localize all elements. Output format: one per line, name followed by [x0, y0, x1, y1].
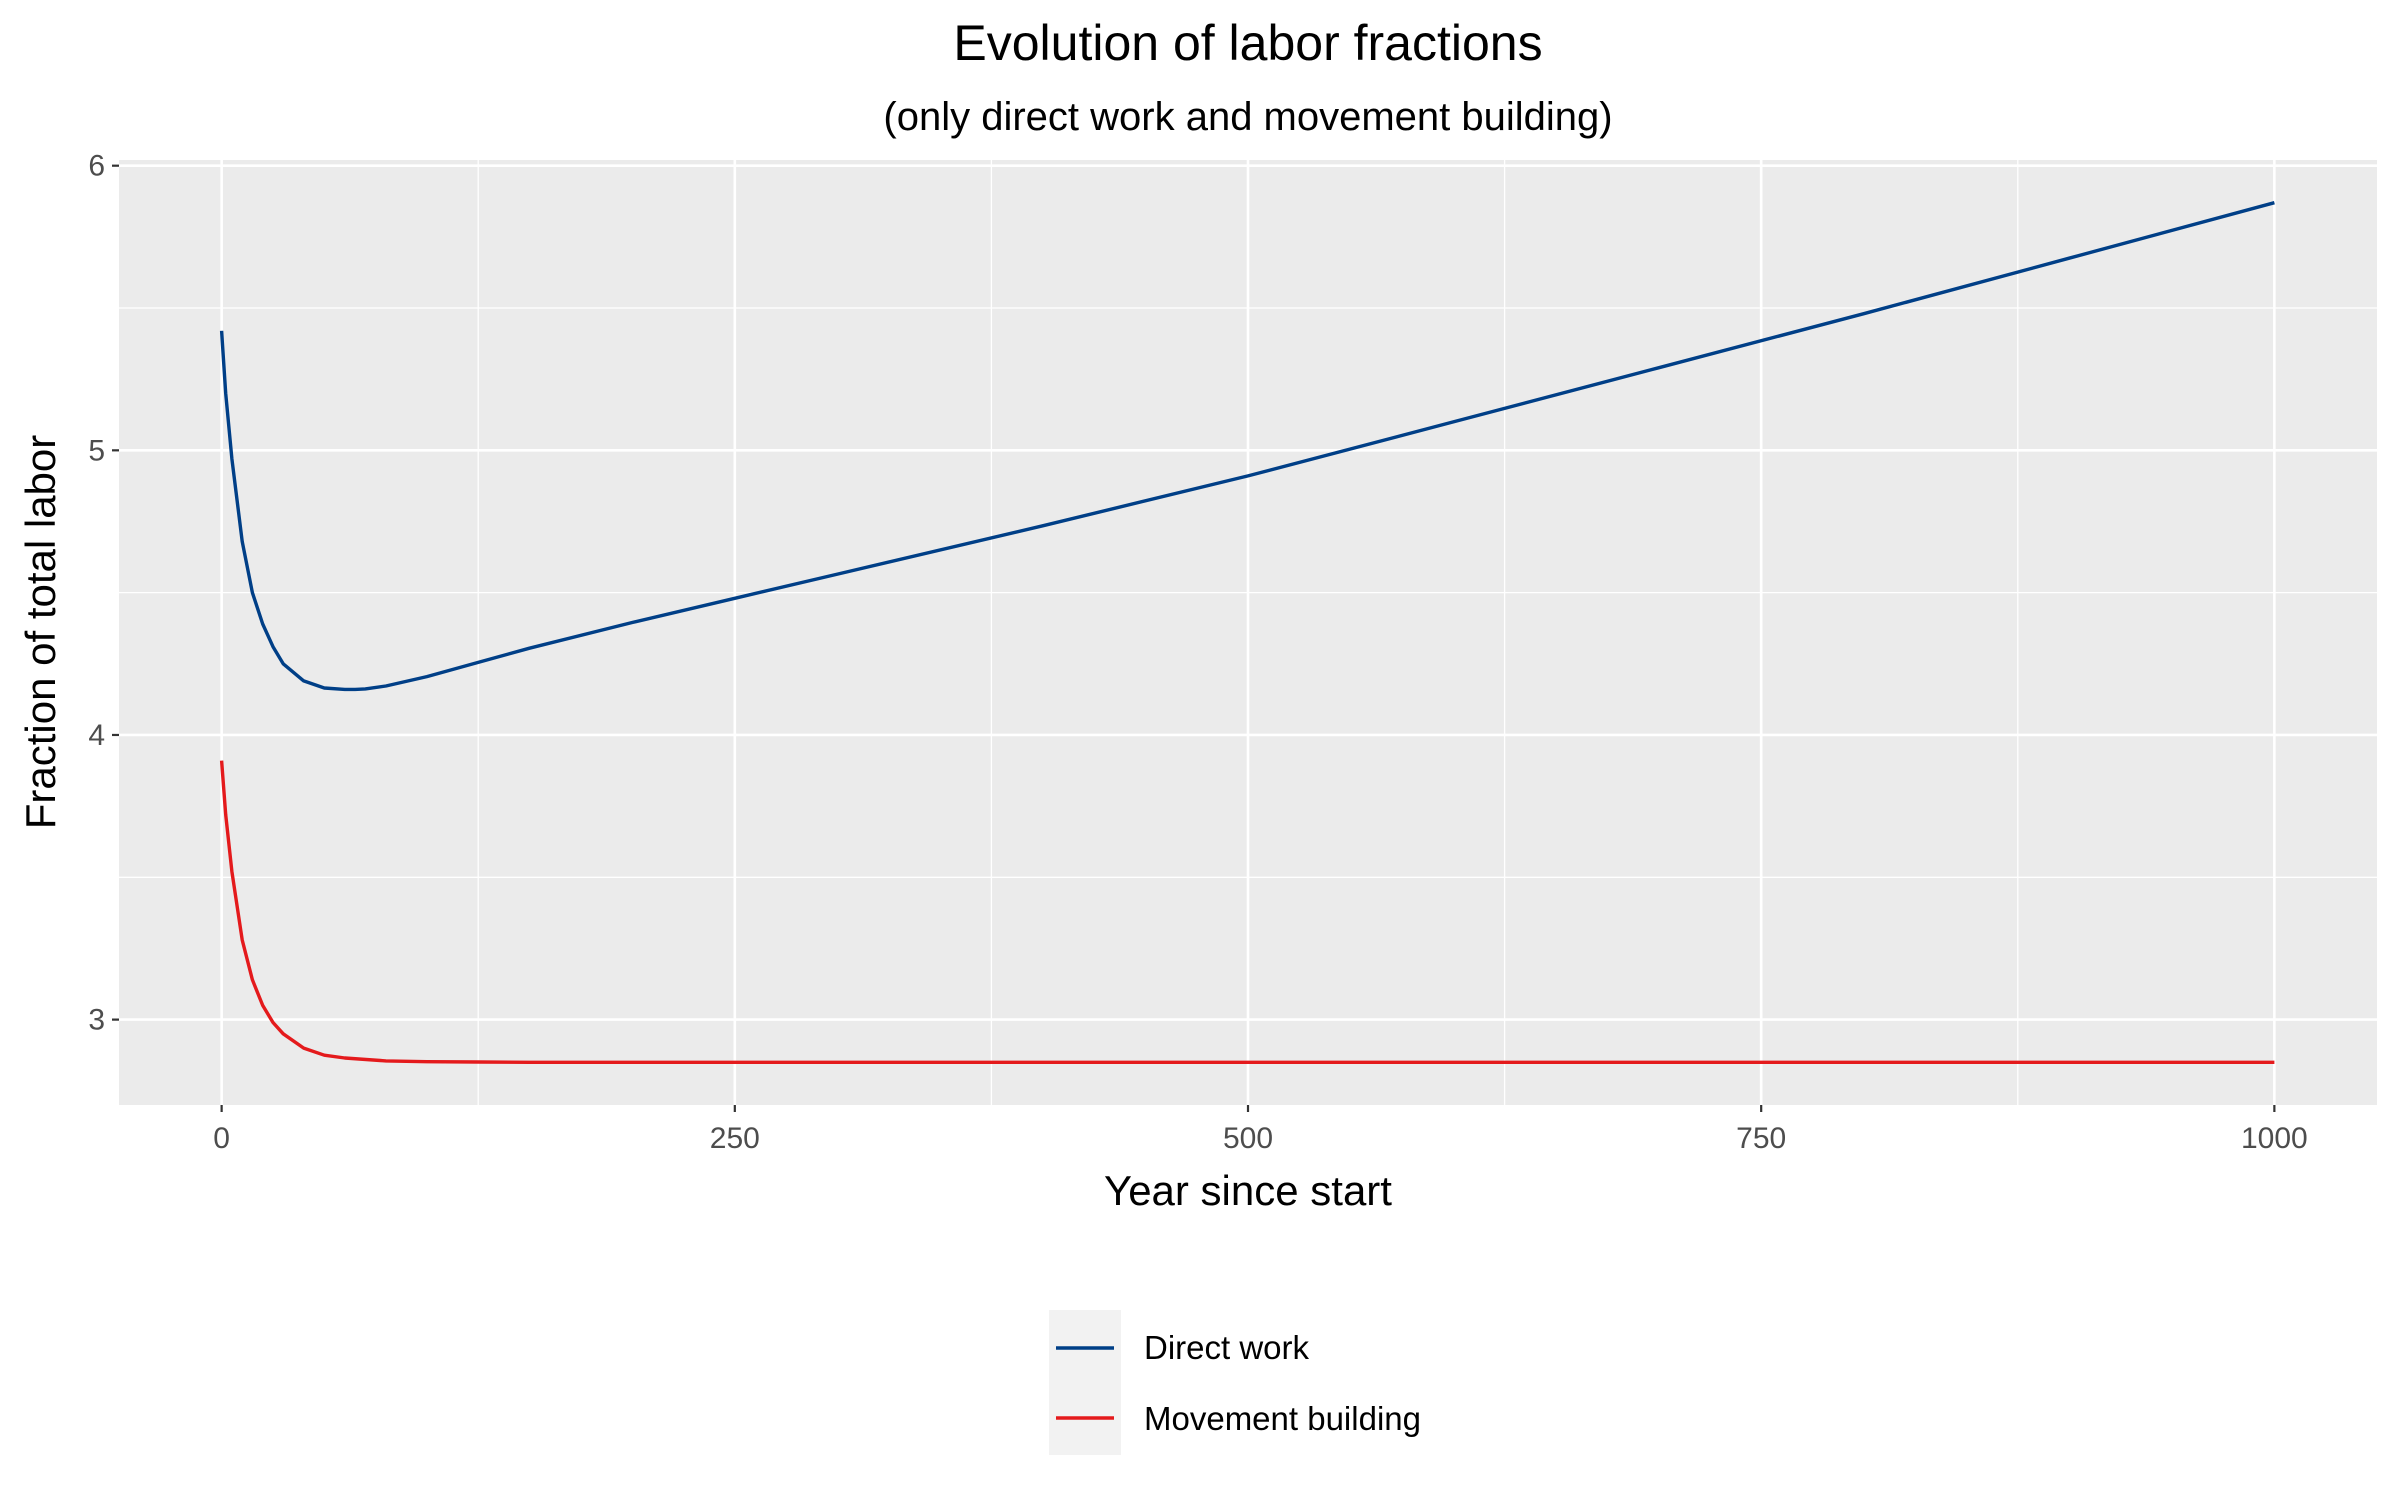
y-tick-label: 3	[88, 1004, 105, 1037]
y-tick-label: 6	[88, 150, 105, 183]
legend-label-movement-building: Movement building	[1144, 1400, 1421, 1437]
series-line-direct-work	[219, 201, 2275, 692]
x-tick-label: 750	[1736, 1122, 1786, 1155]
x-axis-title: Year since start	[1104, 1167, 1392, 1214]
series-lines	[219, 201, 2275, 1065]
x-tick-label: 250	[710, 1122, 760, 1155]
x-tick-label: 500	[1223, 1122, 1273, 1155]
y-tick-label: 4	[88, 719, 105, 752]
x-tick-label: 0	[213, 1122, 230, 1155]
x-axis: 0 250 500 750 1000	[213, 1105, 2308, 1155]
series-line-movement-building	[219, 760, 2275, 1065]
legend-key-background	[1049, 1310, 1121, 1455]
x-tick-label: 1000	[2241, 1122, 2308, 1155]
y-tick-label: 5	[88, 434, 105, 467]
legend-label-direct-work: Direct work	[1144, 1329, 1310, 1366]
legend: Direct work Movement building	[1049, 1310, 1421, 1455]
grid-major	[119, 160, 2377, 1105]
chart-title: Evolution of labor fractions	[953, 15, 1542, 71]
y-axis: 3 4 5 6	[88, 150, 119, 1037]
y-axis-title: Fraction of total labor	[17, 435, 64, 830]
chart-subtitle: (only direct work and movement building)	[883, 95, 1612, 139]
